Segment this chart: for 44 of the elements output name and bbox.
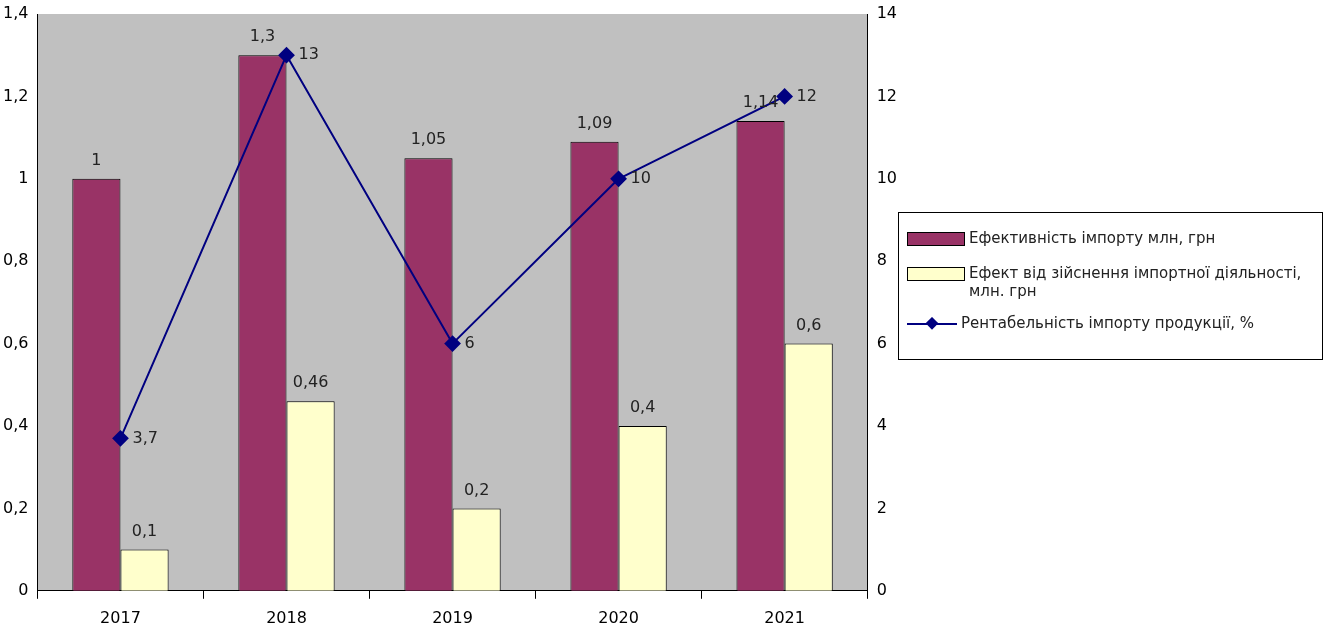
point <box>278 47 295 64</box>
data-label: 3,7 <box>132 427 158 447</box>
point <box>444 335 461 352</box>
x-tick-label: 2020 <box>598 607 639 627</box>
x-tick-label: 2018 <box>266 607 307 627</box>
data-label: 0,4 <box>629 397 656 417</box>
y2-tick-label: 10 <box>876 167 897 187</box>
data-label: 0,46 <box>292 372 329 392</box>
y2-tick-label: 6 <box>876 332 887 352</box>
legend-label: Ефект від зійснення імпортної діяльності, млн. грн <box>969 264 1303 300</box>
legend-label: Ефективність імпорту млн, грн <box>969 229 1216 247</box>
y2-tick-label: 14 <box>876 3 897 23</box>
point <box>610 170 627 187</box>
x-tick-label: 2019 <box>432 607 473 627</box>
data-label: 0,1 <box>131 520 158 540</box>
data-label: 0,6 <box>795 314 822 334</box>
x-tick-label: 2017 <box>100 607 141 627</box>
data-label: 1,09 <box>576 112 613 132</box>
y-tick-label: 1,4 <box>2 3 29 23</box>
y-tick-label: 0,2 <box>2 497 29 517</box>
data-label: 1,3 <box>249 26 276 46</box>
data-label: 0,2 <box>463 479 490 499</box>
y2-tick-label: 12 <box>876 85 897 105</box>
data-label: 13 <box>298 44 319 64</box>
y-tick-label: 0 <box>18 579 29 599</box>
point <box>776 88 793 105</box>
data-label: 10 <box>630 167 651 187</box>
data-label: 1 <box>91 149 102 169</box>
data-label: 12 <box>796 85 817 105</box>
y2-tick-label: 4 <box>876 415 887 435</box>
y2-tick-label: 0 <box>876 579 887 599</box>
legend-label: Рентабельність імпорту продукції, % <box>961 314 1255 332</box>
y-tick-label: 0,4 <box>2 415 29 435</box>
y2-tick-label: 2 <box>876 497 887 517</box>
data-label: 1,05 <box>410 129 447 149</box>
y-tick-label: 0,6 <box>2 332 29 352</box>
y-tick-label: 1 <box>18 167 29 187</box>
data-label: 1,14 <box>742 92 779 112</box>
y-tick-label: 1,2 <box>2 85 29 105</box>
x-tick-label: 2021 <box>764 607 805 627</box>
y2-tick-label: 8 <box>876 250 887 270</box>
point <box>112 430 129 447</box>
data-label: 6 <box>464 332 475 352</box>
y-tick-label: 0,8 <box>2 250 29 270</box>
